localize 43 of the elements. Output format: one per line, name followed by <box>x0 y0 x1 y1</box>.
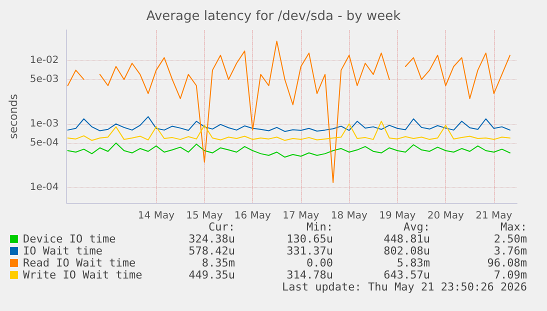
line-series <box>67 116 510 132</box>
x-tick-label: 14 May <box>138 210 175 222</box>
line-series <box>67 142 510 158</box>
legend-label: Read IO Wait time <box>23 256 136 270</box>
text: 130.65u <box>286 232 333 246</box>
x-tick-label: 19 May <box>379 210 416 222</box>
legend-label: Write IO Wait time <box>23 268 142 282</box>
text: Cur: <box>208 220 235 234</box>
y-axis-title: seconds <box>7 94 20 139</box>
chart-title: Average latency for /dev/sda - by week <box>146 9 402 24</box>
text: 578.42u <box>188 244 235 258</box>
text: 3.76m <box>494 244 528 258</box>
x-tick-label: 16 May <box>234 210 272 222</box>
legend-label: Device IO time <box>23 232 116 246</box>
y-tick-label: 5e-04 <box>30 138 59 149</box>
text: Last update: Thu May 21 23:50:26 2026 <box>282 280 527 294</box>
y-tick-label: 1e-03 <box>30 118 59 130</box>
x-tick-label: 15 May <box>186 210 223 222</box>
y-tick-label: 1e-02 <box>30 54 59 66</box>
text: 314.78u <box>286 268 333 282</box>
text: 324.38u <box>188 232 235 246</box>
text: Avg: <box>404 220 430 234</box>
line-series <box>67 120 510 141</box>
x-tick-label: 18 May <box>330 210 368 222</box>
text: 643.57u <box>384 268 430 282</box>
text: 449.35u <box>188 268 235 282</box>
text: 5.83m <box>396 256 430 270</box>
y-tick-label: 5e-03 <box>30 74 59 85</box>
text: 96.08m <box>487 256 528 270</box>
text: 331.37u <box>286 244 333 258</box>
text: 8.35m <box>202 256 236 270</box>
x-tick-label: 17 May <box>282 210 320 222</box>
x-tick-label: 20 May <box>427 210 464 222</box>
text: Min: <box>306 220 333 234</box>
text: 0.00 <box>306 256 333 270</box>
text: 802.08u <box>384 244 430 258</box>
text: 7.09m <box>494 268 528 282</box>
legend-label: IO Wait time <box>23 244 102 258</box>
text: 2.50m <box>494 232 528 246</box>
y-tick-label: 1e-04 <box>30 182 59 193</box>
text: 448.81u <box>384 232 430 246</box>
x-tick-label: 21 May <box>476 210 512 222</box>
text: Max: <box>500 220 527 234</box>
